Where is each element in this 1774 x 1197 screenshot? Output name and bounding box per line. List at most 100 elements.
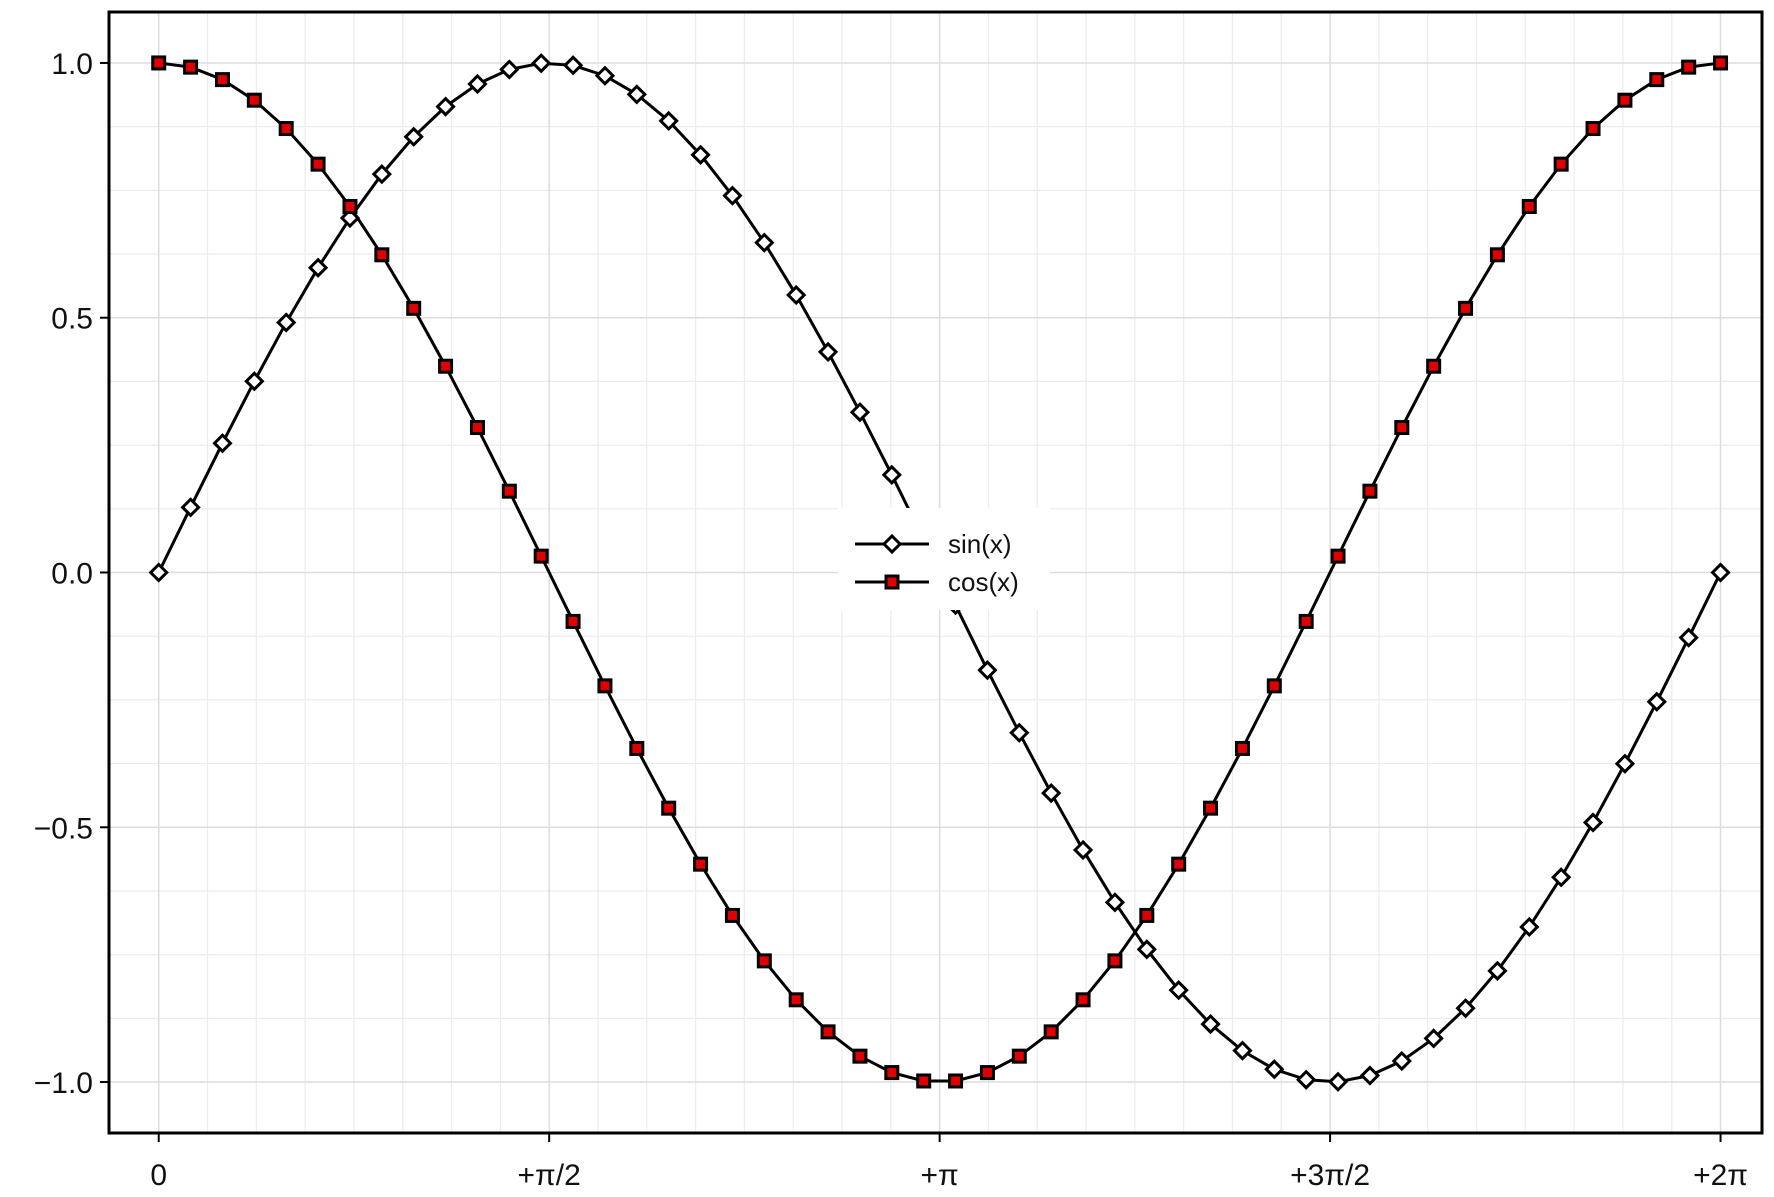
cos-point xyxy=(1362,483,1378,499)
cos-point xyxy=(597,678,613,694)
sin-point xyxy=(1487,960,1508,981)
sin-point xyxy=(1519,916,1540,938)
cos-point xyxy=(1489,247,1505,263)
y-tick-label: 1.0 xyxy=(51,48,93,81)
sin-point xyxy=(531,53,552,74)
x-tick-label: +3π/2 xyxy=(1290,1159,1370,1192)
cos-point xyxy=(916,1073,932,1089)
sin-point xyxy=(562,55,584,76)
cos-point xyxy=(1426,358,1442,374)
sin-point xyxy=(148,562,169,583)
cos-point xyxy=(1171,856,1187,872)
sin-point xyxy=(626,84,647,105)
cos-point xyxy=(788,992,804,1008)
cos-point xyxy=(724,907,740,923)
cos-point xyxy=(1713,55,1729,71)
legend-label-sin: sin(x) xyxy=(948,529,1012,559)
y-tick-label: −0.5 xyxy=(34,812,93,845)
x-tick-label: +2π xyxy=(1693,1159,1748,1192)
sin-point xyxy=(1136,939,1157,960)
sin-point xyxy=(1264,1059,1285,1080)
sin-point xyxy=(1232,1040,1253,1061)
sin-point xyxy=(276,312,297,333)
sin-point xyxy=(849,402,871,423)
sin-point xyxy=(722,185,743,206)
cos-point xyxy=(1681,59,1697,75)
cos-point xyxy=(820,1024,836,1040)
sin-point xyxy=(499,59,520,80)
y-tick-label: −1.0 xyxy=(34,1067,93,1100)
cos-point xyxy=(948,1073,964,1089)
x-tick-label: +π xyxy=(921,1159,959,1192)
cos-point xyxy=(1075,992,1091,1008)
sin-point xyxy=(1455,998,1476,1019)
sin-point xyxy=(1327,1071,1349,1092)
cos-point xyxy=(884,1065,900,1081)
sin-point xyxy=(1614,753,1636,774)
x-tick-label: +π/2 xyxy=(518,1159,581,1192)
tick-labels: 0 +π/2 +π +3π/2 +2π 1.0 0.5 0.0 −0.5 −1.0 xyxy=(34,48,1748,1192)
plot-frame xyxy=(107,10,1764,1135)
sin-point xyxy=(817,341,839,363)
sin-point xyxy=(403,126,424,147)
gridlines xyxy=(109,12,1762,1133)
cos-point xyxy=(1043,1024,1059,1040)
cos-point xyxy=(1330,548,1346,564)
sin-point xyxy=(371,164,392,185)
cos-point xyxy=(756,953,772,969)
cos-point xyxy=(310,156,326,172)
cos-point xyxy=(1649,72,1665,88)
sin-point xyxy=(1646,691,1667,712)
cos-point xyxy=(1617,92,1633,108)
cos-point xyxy=(979,1065,995,1081)
cos-point xyxy=(1585,121,1601,137)
cos-point xyxy=(1234,740,1250,756)
cos-point xyxy=(469,420,485,436)
sin-point xyxy=(977,660,998,681)
sin-point xyxy=(594,65,616,86)
cos-point xyxy=(246,92,262,108)
series-layer xyxy=(148,53,1731,1092)
cos-point xyxy=(151,55,167,71)
sin-point xyxy=(180,497,201,518)
sin-point xyxy=(1072,839,1094,861)
sin-point xyxy=(690,144,711,165)
sin-point xyxy=(1104,892,1126,913)
legend-sin-marker xyxy=(881,533,903,555)
legend-label-cos: cos(x) xyxy=(948,567,1019,597)
series-line-cos xyxy=(158,61,1721,1083)
legend: sin(x) cos(x) xyxy=(838,508,1050,610)
y-tick-label: 0.0 xyxy=(51,558,93,591)
sin-point xyxy=(467,73,488,95)
cos-point xyxy=(533,548,549,564)
sin-point xyxy=(1009,722,1030,743)
cos-point xyxy=(1521,198,1537,214)
cos-point xyxy=(342,198,358,214)
legend-background xyxy=(838,508,1050,610)
cos-point xyxy=(1203,800,1219,816)
sin-point xyxy=(307,257,329,278)
sin-point xyxy=(1041,782,1062,804)
cos-point xyxy=(1107,953,1123,969)
cos-point xyxy=(183,59,199,75)
sin-point xyxy=(1391,1050,1412,1072)
sin-point xyxy=(435,96,456,117)
cos-point xyxy=(565,613,581,629)
cos-point xyxy=(661,800,677,816)
cos-point xyxy=(1139,907,1155,923)
cos-point xyxy=(214,72,230,88)
sin-point xyxy=(1168,980,1189,1001)
y-tick-label: 0.5 xyxy=(51,303,93,336)
cos-point xyxy=(1458,300,1474,316)
cos-point xyxy=(438,358,454,374)
cos-point xyxy=(1266,678,1282,694)
sin-point xyxy=(1359,1065,1381,1086)
cos-point xyxy=(406,300,422,316)
cos-point xyxy=(374,247,390,263)
sin-point xyxy=(658,110,679,132)
sin-point xyxy=(1200,1013,1221,1035)
x-tick-label: 0 xyxy=(150,1159,167,1192)
sin-point xyxy=(754,232,775,253)
sin-point xyxy=(881,464,902,485)
cos-point xyxy=(852,1048,868,1064)
